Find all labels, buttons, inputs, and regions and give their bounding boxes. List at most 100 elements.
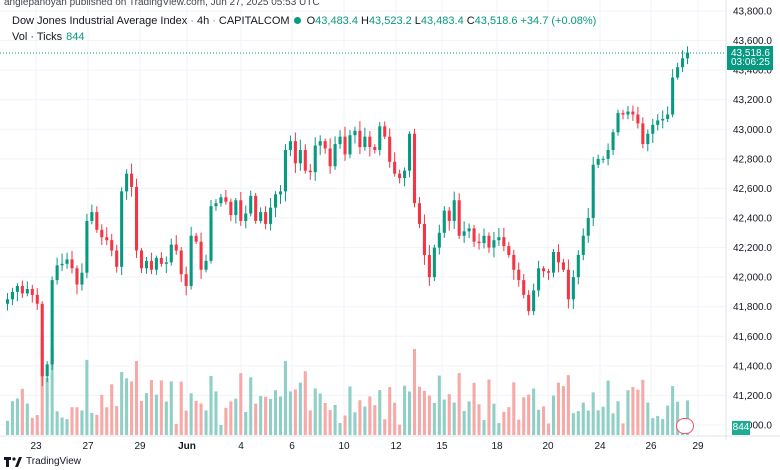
candle-body — [264, 212, 268, 224]
candle — [437, 224, 441, 255]
candle-body — [149, 260, 153, 270]
candle-body — [472, 228, 476, 242]
volume-bar — [30, 417, 34, 435]
volume-bar — [378, 390, 382, 435]
bar-countdown-tag: 03:06:25 — [727, 57, 773, 70]
candle-body — [65, 259, 69, 264]
grid-layer — [0, 0, 726, 436]
go-to-realtime-button[interactable] — [676, 418, 694, 434]
candle-body — [40, 303, 44, 377]
candle-body — [666, 114, 670, 119]
symbol-name[interactable]: Dow Jones Industrial Average Index — [12, 15, 188, 27]
candle — [249, 190, 253, 217]
candle-body — [467, 228, 471, 232]
candle-body — [269, 207, 273, 224]
volume-bar — [70, 407, 74, 435]
volume-bar — [120, 372, 124, 435]
candle — [532, 283, 536, 316]
volume-bar — [348, 386, 352, 435]
volume-bar — [209, 375, 213, 435]
candle-body — [90, 212, 94, 221]
time-tick-label: 18 — [491, 441, 503, 452]
high-label: H — [360, 15, 369, 27]
candle-body — [656, 120, 660, 125]
volume-bar — [75, 407, 79, 435]
candle-body — [412, 133, 417, 204]
price-axis: 43,800.0 43,600.0 43,400.0 43,200.0 43,000.0… — [725, 0, 772, 440]
candle — [135, 178, 139, 258]
symbol-legend[interactable]: Dow Jones Industrial Average Index · 4h · CA… — [12, 15, 596, 27]
low-value: 43,483.4 — [420, 15, 464, 27]
candle-body — [293, 141, 297, 164]
volume-value: 844 — [66, 31, 85, 43]
price-tick-label: 43,000.0 — [733, 125, 772, 136]
candle — [492, 231, 496, 258]
volume-bar — [65, 419, 69, 435]
candle-body — [442, 210, 446, 233]
volume-bar — [437, 375, 441, 435]
candle-body — [368, 136, 372, 148]
volume-bar — [452, 402, 456, 435]
candle-body — [457, 200, 461, 236]
volume-bar — [273, 390, 278, 435]
candle — [264, 206, 268, 230]
candle-body — [179, 250, 183, 275]
volume-bar — [125, 378, 129, 435]
high-value: 43,523.2 — [368, 15, 412, 27]
volume-legend[interactable]: Vol · Ticks 844 — [12, 31, 84, 43]
candle-body — [55, 265, 59, 281]
price-tick-label: 41,000.0 — [733, 421, 772, 432]
candle-body — [249, 195, 253, 214]
candle — [55, 257, 59, 285]
candle — [288, 135, 292, 157]
volume-bar — [626, 390, 630, 435]
volume-label[interactable]: Vol · Ticks — [12, 31, 63, 43]
tradingview-brand: TradingView — [26, 456, 82, 467]
volume-bar — [303, 371, 307, 435]
time-tick-label: 6 — [289, 441, 295, 452]
candle — [566, 259, 570, 309]
volume-bar — [254, 403, 258, 435]
volume-bar — [25, 403, 29, 435]
candle — [681, 50, 685, 73]
volume-bar — [383, 419, 387, 435]
volume-bar — [427, 395, 431, 435]
candle-body — [15, 286, 19, 292]
volume-bar — [144, 393, 149, 435]
candle — [368, 131, 372, 157]
volume-bar — [477, 404, 481, 435]
candle — [204, 254, 208, 273]
volume-bar — [507, 407, 511, 435]
volume-bar — [239, 373, 243, 435]
candle — [60, 253, 64, 272]
candle — [323, 138, 327, 154]
candle-body — [532, 290, 536, 312]
volume-bar — [229, 401, 233, 435]
candle — [343, 126, 347, 161]
candle-body — [685, 52, 690, 59]
candle-body — [333, 144, 337, 167]
price-tick-label: 43,200.0 — [733, 95, 772, 106]
interval[interactable]: 4h — [196, 15, 210, 27]
volume-bar — [671, 386, 675, 435]
candle — [408, 131, 412, 178]
volume-bar — [542, 406, 546, 435]
volume-bar — [412, 349, 417, 435]
price-tick-label: 41,200.0 — [733, 391, 772, 402]
candle — [85, 213, 89, 279]
candle-body — [343, 136, 347, 155]
volume-bar — [373, 405, 377, 435]
candle-body — [512, 254, 516, 270]
candle-body — [189, 235, 193, 287]
candle — [358, 121, 362, 155]
candle — [621, 109, 625, 120]
candle — [244, 205, 248, 229]
candle-body — [646, 133, 650, 145]
candle — [626, 105, 630, 120]
candle-body — [616, 113, 620, 133]
candle — [457, 193, 461, 240]
candle-body — [135, 186, 139, 251]
time-tick-label: 26 — [645, 441, 657, 452]
